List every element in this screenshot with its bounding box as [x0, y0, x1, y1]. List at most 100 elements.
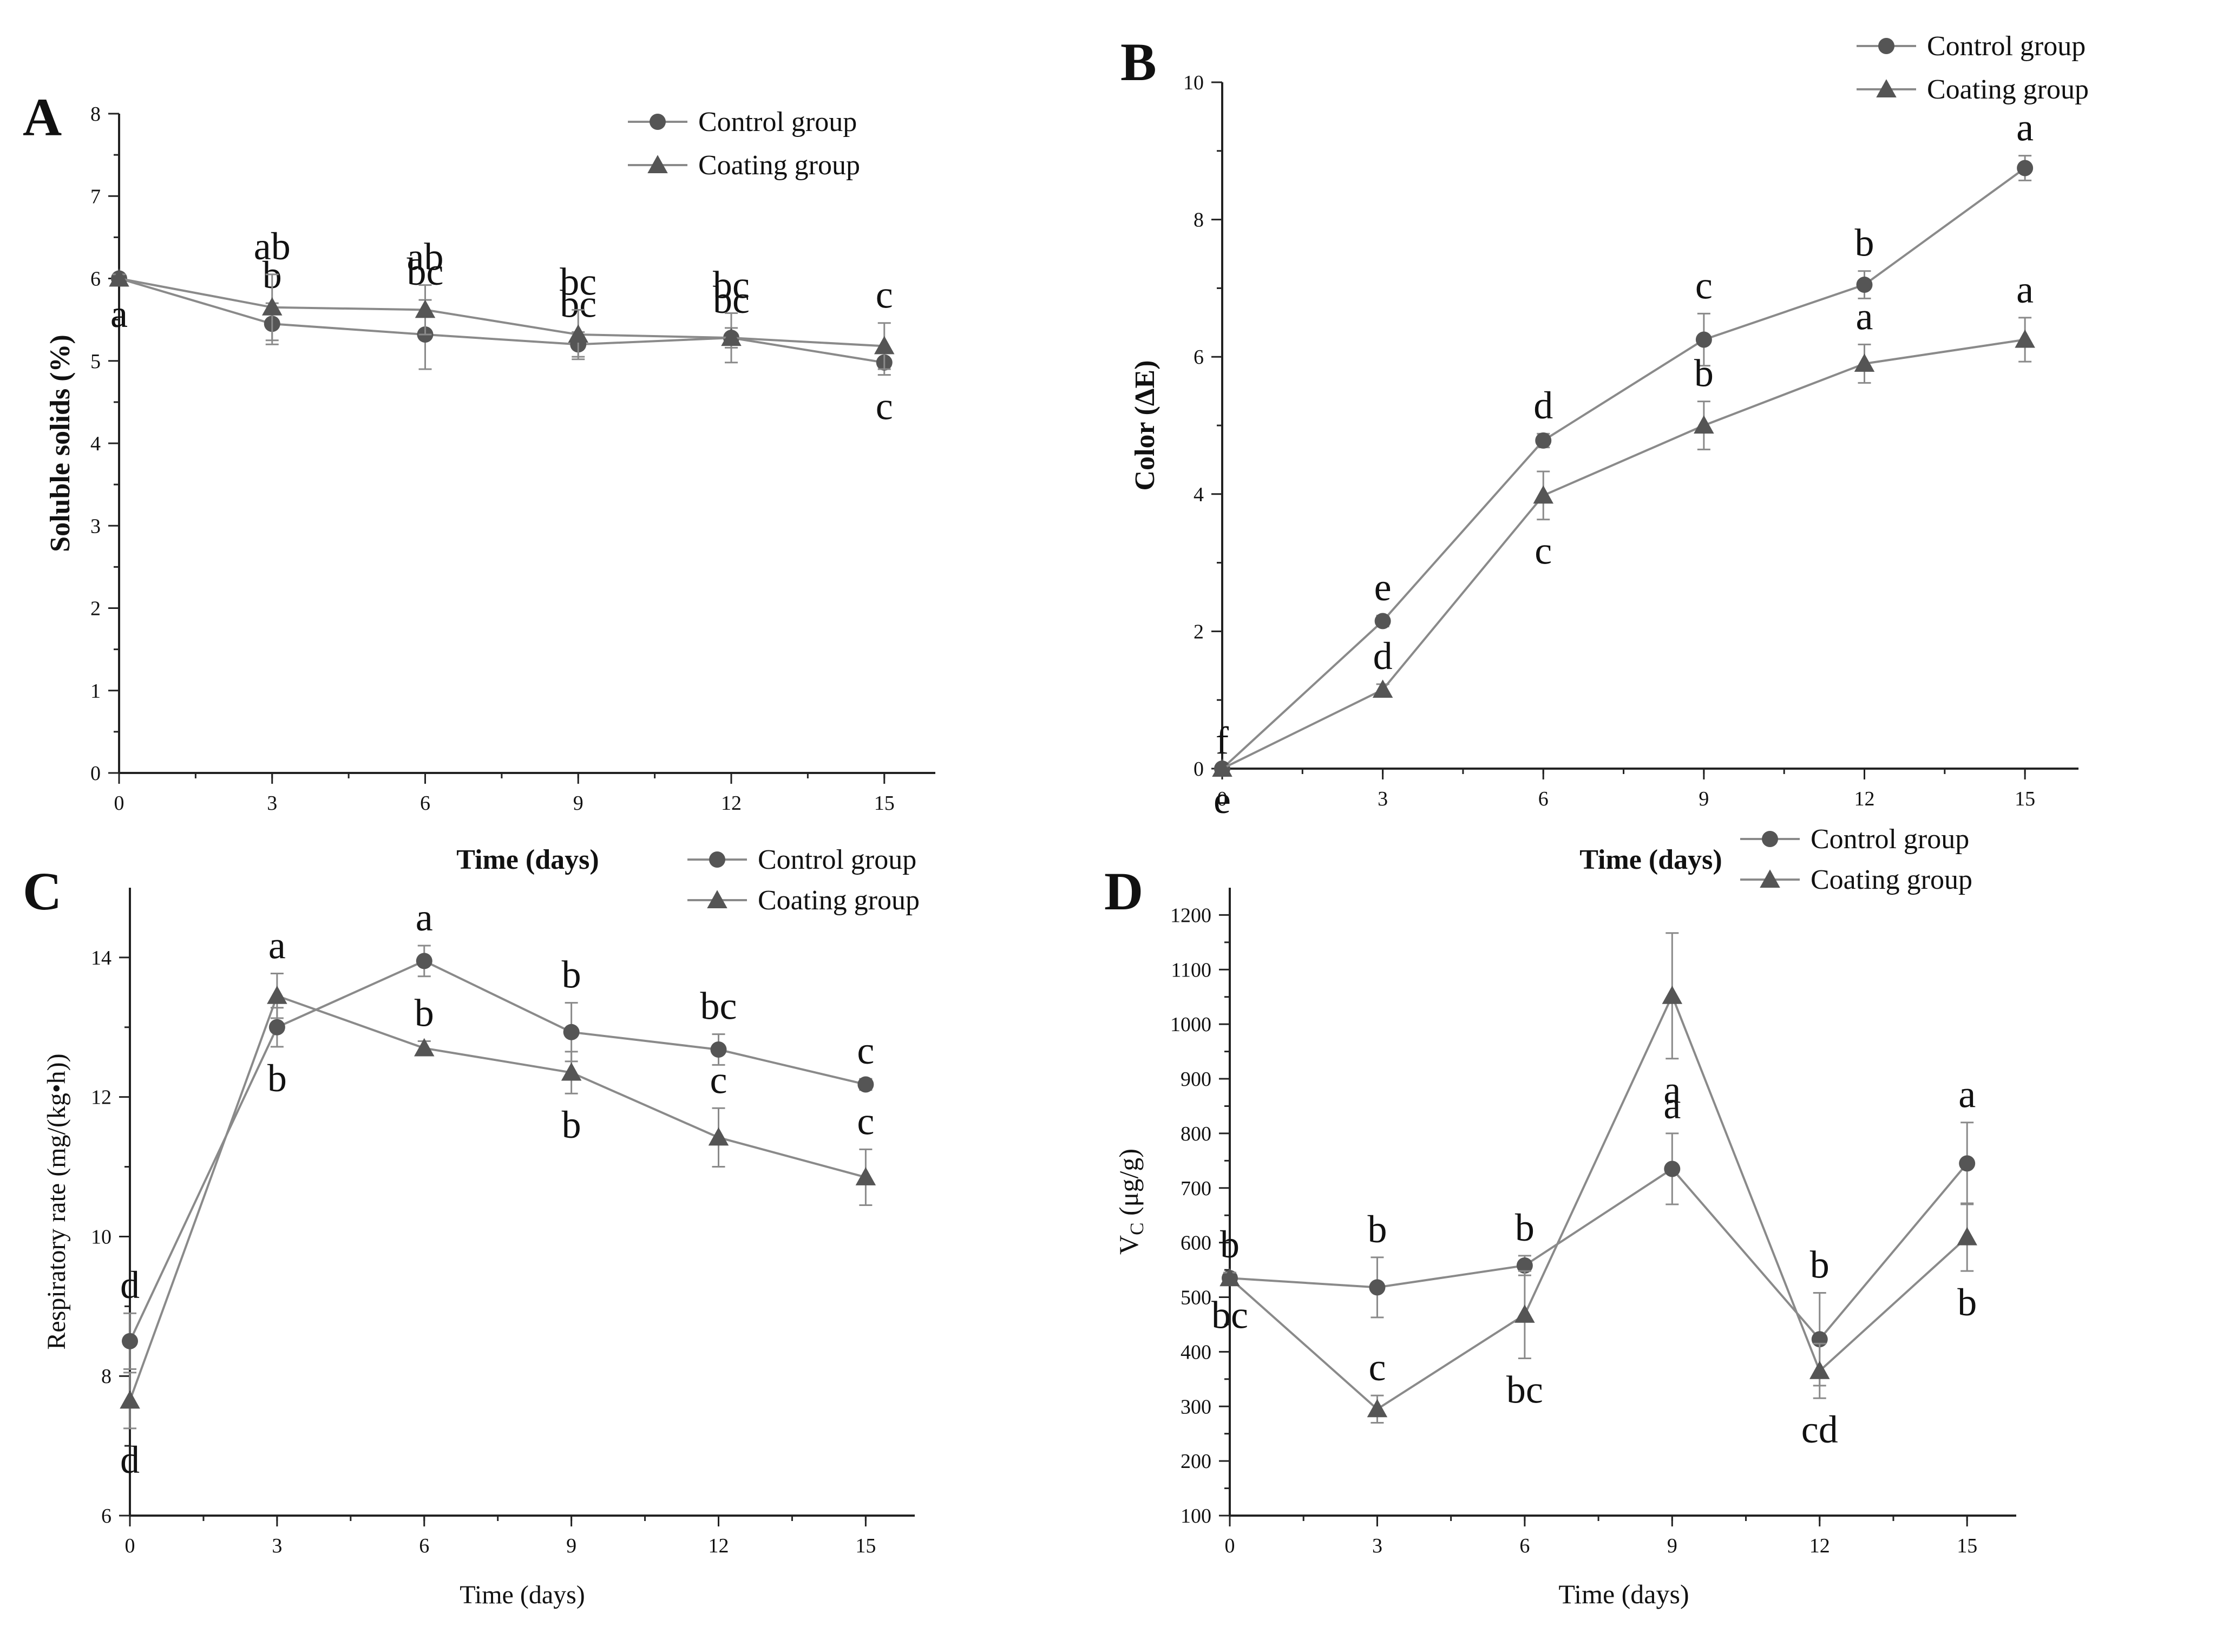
y-tick-label: 700: [1181, 1177, 1211, 1200]
significance-letter: bc: [700, 985, 737, 1028]
y-tick-label: 1200: [1170, 904, 1211, 927]
series-line: [119, 277, 884, 348]
significance-letter: f: [1216, 719, 1229, 762]
significance-letter: b: [1367, 1208, 1387, 1251]
x-tick-label: 9: [566, 1535, 576, 1557]
data-point: [568, 324, 588, 343]
data-point: [1959, 1155, 1976, 1172]
legend: Control group Coating group: [628, 107, 860, 181]
data-point: [1369, 1279, 1386, 1296]
data-point: [109, 268, 129, 287]
y-tick-label: 10: [91, 1225, 112, 1248]
y-tick-label: 800: [1181, 1123, 1211, 1145]
data-point: [1957, 1227, 1977, 1245]
legend-label: Coating group: [1927, 74, 2089, 105]
significance-letter: c: [1535, 529, 1552, 573]
x-tick-label: 12: [709, 1535, 729, 1557]
x-axis-title: Time (days): [456, 844, 599, 875]
x-tick-label: 9: [1667, 1535, 1677, 1557]
legend-label: Control group: [698, 107, 857, 137]
y-axis-title-unit: (μg/g): [1113, 1149, 1144, 1223]
y-tick-label: 1100: [1171, 959, 1211, 981]
data-point: [120, 1390, 140, 1409]
y-tick-label: 3: [90, 515, 101, 537]
significance-letter: bc: [1506, 1368, 1543, 1411]
x-tick-label: 15: [874, 792, 895, 815]
y-tick-label: 2: [90, 598, 101, 620]
panel-label: A: [23, 87, 62, 147]
series-line: [1229, 993, 1968, 1411]
x-tick-label: 6: [419, 1535, 429, 1557]
y-tick-label: 0: [90, 762, 101, 785]
significance-letter: a: [416, 896, 433, 939]
y-axis-title-main: Color (ΔE): [1130, 360, 1160, 490]
panel-d: D 0 3 6 9 12 15 100 200 300 400 500 600 700 800 900 1000…: [1104, 824, 2016, 1609]
y-tick-label: 300: [1181, 1395, 1211, 1418]
legend-marker: [1876, 79, 1897, 97]
y-tick-label: 600: [1181, 1232, 1211, 1255]
legend: Control group Coating group: [687, 844, 920, 916]
y-tick-label: 6: [1194, 346, 1204, 369]
y-tick-label: 4: [90, 432, 101, 455]
significance-letter: d: [120, 1438, 140, 1481]
significance-letter: a: [2016, 106, 2034, 149]
panel-label: D: [1104, 861, 1143, 921]
y-tick-label: 8: [90, 103, 101, 126]
significance-letter: a: [1958, 1073, 1976, 1116]
significance-letter: c: [710, 1058, 727, 1102]
y-tick-label: 1: [90, 680, 101, 703]
panel-label: B: [1120, 32, 1157, 92]
y-axis-title: Color (ΔE): [1130, 360, 1160, 490]
data-point: [1372, 679, 1393, 698]
series-coating: a ab ab bc bc c: [109, 225, 895, 370]
significance-letter: a: [2016, 268, 2034, 311]
data-point: [122, 1333, 138, 1349]
significance-letter: bc: [1211, 1293, 1248, 1336]
x-tick-label: 15: [2015, 788, 2035, 810]
data-point: [857, 1076, 874, 1093]
x-tick-label: 6: [420, 792, 430, 815]
y-axis-title: VC (μg/g): [1113, 1149, 1147, 1255]
data-point: [1219, 1268, 1240, 1287]
x-tick-label: 3: [1378, 788, 1388, 810]
x-axis-title: Time (days): [460, 1581, 585, 1609]
data-point: [1854, 353, 1875, 372]
x-tick-label: 9: [573, 792, 583, 815]
significance-letter: c: [1695, 264, 1713, 307]
data-point: [1809, 1360, 1830, 1379]
significance-letter: d: [1533, 384, 1553, 427]
y-tick-label: 8: [1194, 209, 1204, 232]
data-point: [1695, 331, 1712, 348]
significance-letter: c: [857, 1029, 874, 1072]
significance-letter: ab: [407, 235, 444, 279]
y-axis-title-main: Respiratory rate (mg/(kg•h)): [42, 1053, 71, 1349]
panel-label: C: [23, 861, 62, 921]
data-point: [1212, 758, 1232, 777]
significance-letter: b: [1694, 352, 1714, 395]
data-point: [268, 1019, 285, 1035]
y-axis-title-main: Soluble solids (%): [45, 335, 76, 552]
significance-letter: b: [1810, 1243, 1830, 1286]
legend-label: Coating group: [758, 885, 920, 916]
legend-marker: [709, 851, 725, 868]
significance-letter: bc: [560, 260, 596, 303]
x-axis-title: Time (days): [1558, 1579, 1689, 1609]
x-tick-label: 12: [721, 792, 742, 815]
y-tick-label: 0: [1194, 758, 1204, 781]
data-point: [561, 1062, 582, 1081]
legend-label: Coating group: [1811, 864, 1972, 895]
x-tick-label: 3: [272, 1535, 282, 1557]
x-tick-label: 12: [1854, 788, 1875, 810]
y-axis-title-main: V: [1113, 1235, 1144, 1255]
panel-c: C 0 3 6 9 12 15 6 8 10 12 14 Time (days) Respiratory …: [23, 844, 920, 1609]
significance-letter: b: [562, 953, 581, 997]
significance-letter: ab: [254, 225, 291, 268]
legend-label: Control group: [758, 844, 916, 875]
significance-letter: d: [120, 1263, 140, 1307]
data-point: [262, 297, 283, 316]
significance-letter: c: [876, 385, 893, 428]
legend-label: Control group: [1927, 31, 2086, 62]
